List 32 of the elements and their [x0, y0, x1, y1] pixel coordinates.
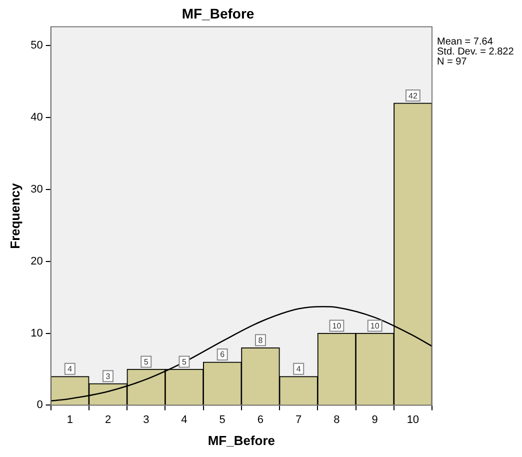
x-tick-label: 3 [143, 414, 150, 426]
x-axis-title: MF_Before [208, 432, 276, 448]
y-tick-label: 50 [30, 40, 43, 52]
data-label: 10 [370, 321, 380, 330]
data-label: 4 [68, 364, 73, 374]
x-tick-label: 7 [296, 414, 302, 426]
data-label: 3 [106, 372, 111, 381]
data-label: 10 [332, 321, 342, 330]
y-tick-label: 10 [30, 327, 43, 340]
y-tick-label: 0 [36, 399, 43, 412]
data-label: 5 [182, 357, 188, 366]
y-tick-label: 30 [30, 183, 43, 196]
data-label: 8 [258, 336, 264, 345]
chart-title: MF_Before [182, 5, 254, 22]
text: Mean = 7.64 [437, 36, 494, 48]
x-tick-label: 8 [334, 414, 340, 426]
data-label: 6 [220, 350, 226, 360]
y-axis-title: Frequency [7, 182, 22, 249]
x-tick-label: 4 [181, 414, 188, 426]
data-label: 42 [408, 91, 418, 100]
y-tick-label: 20 [30, 255, 43, 268]
x-tick-label: 2 [104, 414, 112, 426]
x-tick-label: 6 [257, 414, 264, 426]
x-tick-label: 5 [219, 414, 226, 426]
x-tick-label: 10 [406, 414, 420, 426]
text: N = 97 [437, 56, 468, 68]
y-tick-label: 40 [30, 111, 43, 124]
x-tick-label: 1 [66, 414, 73, 426]
text: Std. Dev. = 2.822 [437, 46, 514, 58]
data-label: 4 [296, 364, 302, 374]
data-label: 5 [144, 357, 149, 366]
x-tick-label: 9 [372, 414, 378, 426]
